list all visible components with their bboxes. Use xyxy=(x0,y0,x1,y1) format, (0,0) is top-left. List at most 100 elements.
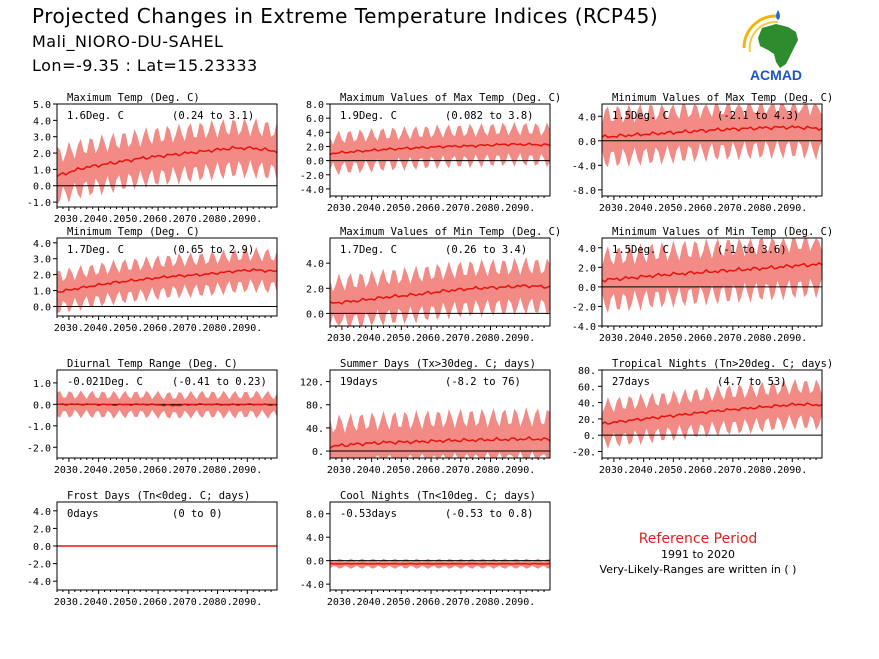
y-tick-label: 4.0 xyxy=(306,128,324,139)
x-tick-label: 2050. xyxy=(113,597,143,608)
y-tick-label: -8.0 xyxy=(572,186,596,197)
chart-panel: -1.0 0.0 1.0 2.0 3.0 4.0 5.0 2030. 2040. 2050. 206… xyxy=(27,92,278,225)
chart-title: Maximum Values of Min Temp (Deg. C) xyxy=(340,226,561,238)
range-band xyxy=(602,104,822,168)
y-tick-label: 2.0 xyxy=(306,284,324,295)
x-tick-label: 2060. xyxy=(688,465,718,476)
x-tick-label: 2060. xyxy=(143,214,173,225)
y-tick-label: 60. xyxy=(578,382,596,393)
africa-map-logo: ACMAD xyxy=(742,10,802,83)
x-tick-label: 2050. xyxy=(658,203,688,214)
median-line xyxy=(329,436,551,449)
x-tick-label: 2090. xyxy=(777,465,807,476)
x-tick-label: 2030. xyxy=(599,333,629,344)
x-tick-label: 2070. xyxy=(446,597,476,608)
chart-panel: -20.0.20.40.60.80.2030. 2040. 2050. 2060. 20… xyxy=(572,358,833,476)
x-tick-label: 2080. xyxy=(747,203,777,214)
chart-stat: 1.9Deg. C xyxy=(340,110,397,122)
reference-years: 1991 to 2020 xyxy=(660,548,736,561)
y-tick-label: 0.0 xyxy=(306,157,324,168)
y-tick-label: -20. xyxy=(572,447,596,458)
chart-title: Frost Days (Tn<0deg. C; days) xyxy=(67,490,250,502)
x-tick-label: 2040. xyxy=(629,203,659,214)
x-tick-label: 2080. xyxy=(202,323,232,334)
chart-title: Maximum Temp (Deg. C) xyxy=(67,92,200,104)
x-tick-label: 2030. xyxy=(54,465,84,476)
x-tick-label: 2060. xyxy=(143,597,173,608)
chart-panel: 0.0 1.0 2.0 3.0 4.0 2030. 2040. 2050. 2060. 2070.… xyxy=(33,226,278,334)
x-tick-label: 2090. xyxy=(505,465,535,476)
chart-range: (4.7 to 53) xyxy=(717,376,787,388)
plot-frame xyxy=(56,237,278,317)
chart-stat: 1.5Deg. C xyxy=(612,110,669,122)
x-tick-label: 2040. xyxy=(629,333,659,344)
x-tick-label: 2030. xyxy=(54,214,84,225)
chart-title: Cool Nights (Tn<10deg. C; days) xyxy=(340,490,536,502)
x-tick-label: 2050. xyxy=(658,465,688,476)
x-tick-label: 2070. xyxy=(718,465,748,476)
x-tick-label: 2090. xyxy=(777,333,807,344)
y-tick-label: 4.0 xyxy=(306,533,324,544)
chart-stat: 27days xyxy=(612,376,650,388)
y-tick-label: 40. xyxy=(578,399,596,410)
plot-frame xyxy=(601,237,823,327)
chart-title: Minimum Temp (Deg. C) xyxy=(67,226,200,238)
x-tick-label: 2070. xyxy=(173,323,203,334)
chart-title: Maximum Values of Max Temp (Deg. C) xyxy=(340,92,561,104)
median-line xyxy=(601,402,823,425)
drop-icon xyxy=(776,10,780,20)
y-tick-label: 2.0 xyxy=(33,149,51,160)
plot-frame xyxy=(329,501,551,591)
y-tick-label: 3.0 xyxy=(33,133,51,144)
x-tick-label: 2090. xyxy=(505,597,535,608)
y-tick-label: 0.0 xyxy=(33,302,51,313)
x-tick-label: 2080. xyxy=(202,214,232,225)
x-tick-label: 2060. xyxy=(416,203,446,214)
station-name: Mali_NIORO-DU-SAHEL xyxy=(32,32,224,51)
y-tick-label: -4.0 xyxy=(27,577,51,588)
reference-title: Reference Period xyxy=(638,531,758,547)
y-tick-label: 0.0 xyxy=(578,137,596,148)
y-tick-label: 40. xyxy=(306,424,324,435)
median-line xyxy=(601,125,823,139)
x-tick-label: 2070. xyxy=(718,333,748,344)
y-tick-label: 1.0 xyxy=(33,287,51,298)
africa-shape-icon xyxy=(758,24,798,68)
x-tick-label: 2070. xyxy=(718,203,748,214)
y-tick-label: 2.0 xyxy=(306,142,324,153)
chart-stat: 1.6Deg. C xyxy=(67,110,124,122)
x-tick-label: 2060. xyxy=(416,333,446,344)
chart-range: (-8.2 to 76) xyxy=(445,376,521,388)
median-line xyxy=(56,268,278,293)
y-tick-label: -2.0 xyxy=(300,171,324,182)
logo-text: ACMAD xyxy=(750,67,802,83)
x-tick-label: 2060. xyxy=(688,333,718,344)
y-tick-label: 0.0 xyxy=(33,182,51,193)
page-title: Projected Changes in Extreme Temperature… xyxy=(32,4,659,28)
x-tick-label: 2050. xyxy=(658,333,688,344)
y-tick-label: 0.0 xyxy=(33,542,51,553)
x-tick-label: 2080. xyxy=(747,465,777,476)
y-tick-label: 1.0 xyxy=(33,379,51,390)
y-tick-label: 3.0 xyxy=(33,255,51,266)
x-tick-label: 2030. xyxy=(54,323,84,334)
x-tick-label: 2030. xyxy=(54,597,84,608)
plot-frame xyxy=(329,237,551,327)
y-tick-label: 4.0 xyxy=(33,507,51,518)
x-tick-label: 2070. xyxy=(173,465,203,476)
median-line xyxy=(329,562,551,565)
y-tick-label: 4.0 xyxy=(33,116,51,127)
range-band xyxy=(330,121,550,176)
y-tick-label: 0.0 xyxy=(306,309,324,320)
x-tick-label: 2030. xyxy=(327,465,357,476)
x-tick-label: 2080. xyxy=(475,203,505,214)
x-tick-label: 2040. xyxy=(629,465,659,476)
median-line xyxy=(601,261,823,283)
plot-frame xyxy=(329,369,551,459)
x-tick-label: 2030. xyxy=(599,465,629,476)
chart-range: (0.26 to 3.4) xyxy=(445,244,527,256)
plot-frame xyxy=(601,369,823,459)
